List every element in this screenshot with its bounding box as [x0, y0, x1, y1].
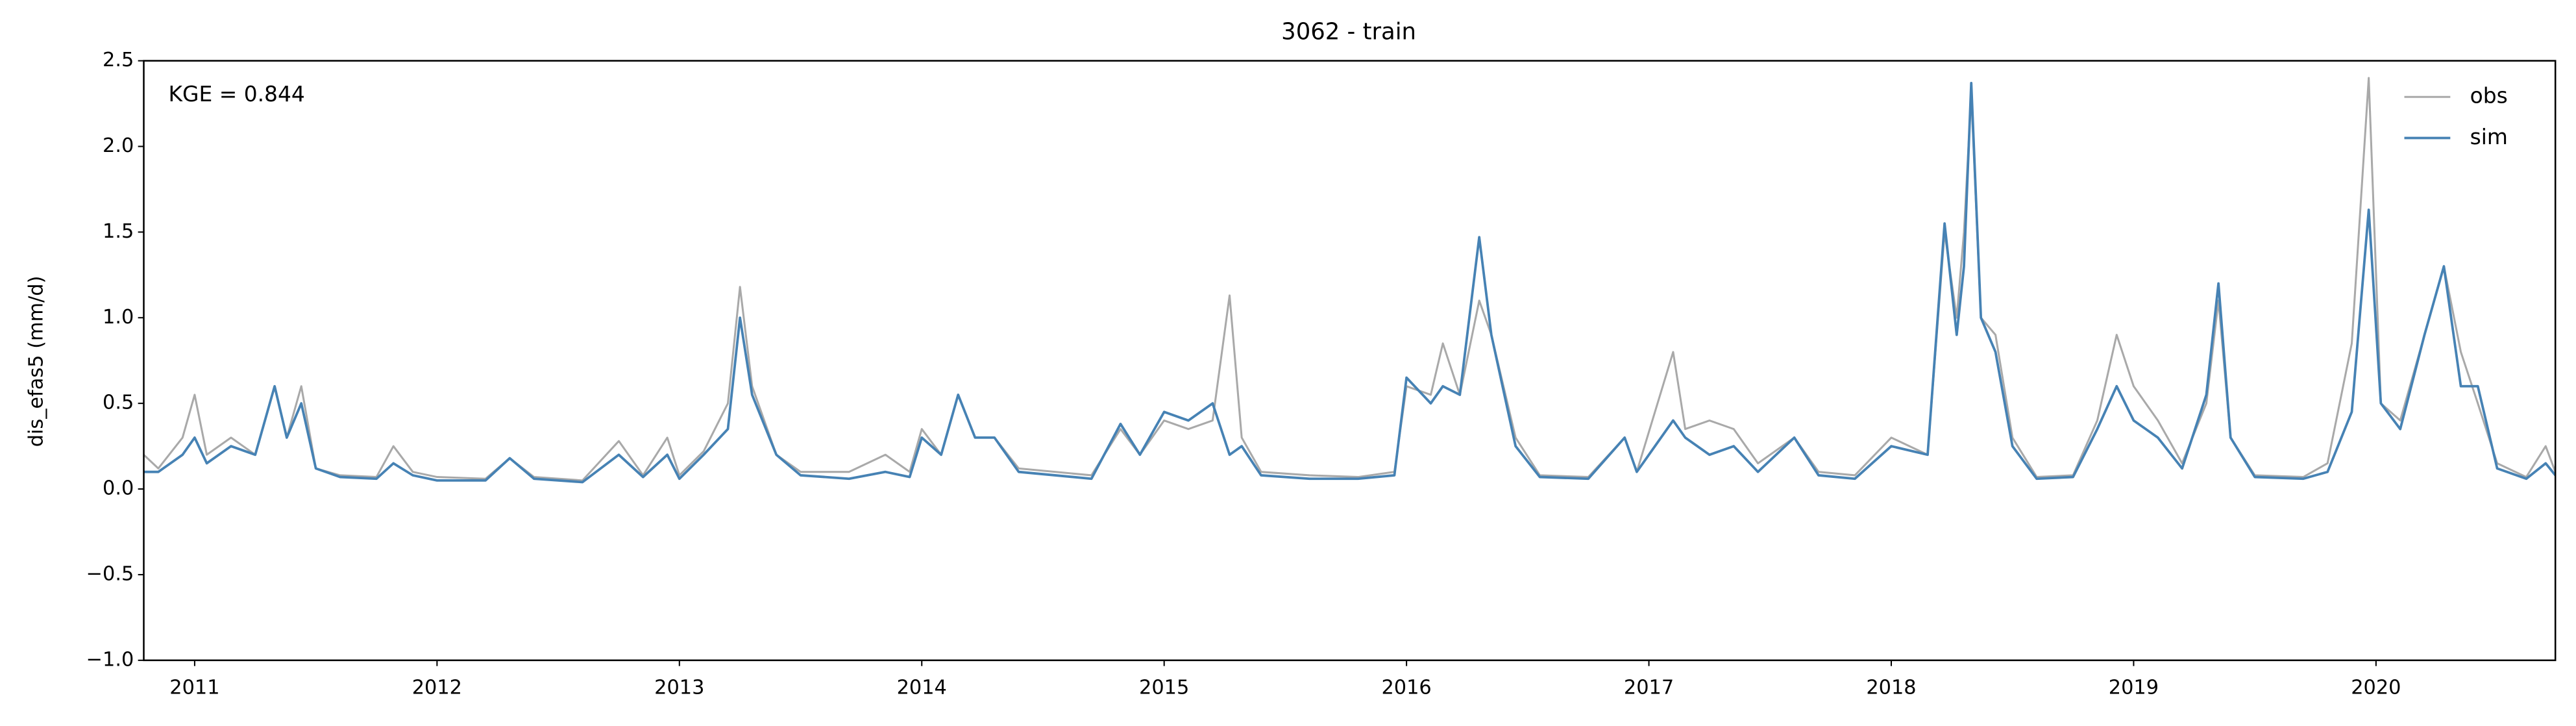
chart-title: 3062 - train: [1281, 19, 1416, 45]
y-tick-label: 0.0: [103, 477, 134, 500]
y-tick-label: 1.5: [103, 220, 134, 243]
legend-label: sim: [2470, 124, 2508, 149]
y-tick-label: −0.5: [86, 562, 134, 585]
y-tick-label: 0.5: [103, 392, 134, 414]
y-axis-label: dis_efas5 (mm/d): [25, 276, 48, 447]
y-tick-label: 1.0: [103, 306, 134, 329]
x-tick-label: 2020: [2351, 676, 2401, 699]
y-tick-label: 2.5: [103, 49, 134, 71]
x-tick-label: 2015: [1139, 676, 1189, 699]
x-tick-label: 2019: [2109, 676, 2159, 699]
x-tick-label: 2012: [412, 676, 462, 699]
x-tick-label: 2017: [1624, 676, 1674, 699]
series-line: [143, 81, 2556, 484]
x-tick-label: 2018: [1866, 676, 1916, 699]
annotation: KGE = 0.844: [168, 81, 304, 106]
x-tick-label: 2011: [169, 676, 219, 699]
y-tick-label: 2.0: [103, 134, 134, 157]
plot-frame: [143, 60, 2557, 662]
x-tick-label: 2013: [654, 676, 704, 699]
legend-label: obs: [2470, 83, 2508, 108]
x-tick-label: 2016: [1381, 676, 1431, 699]
y-tick-label: −1.0: [86, 648, 134, 671]
x-tick-label: 2014: [897, 676, 947, 699]
